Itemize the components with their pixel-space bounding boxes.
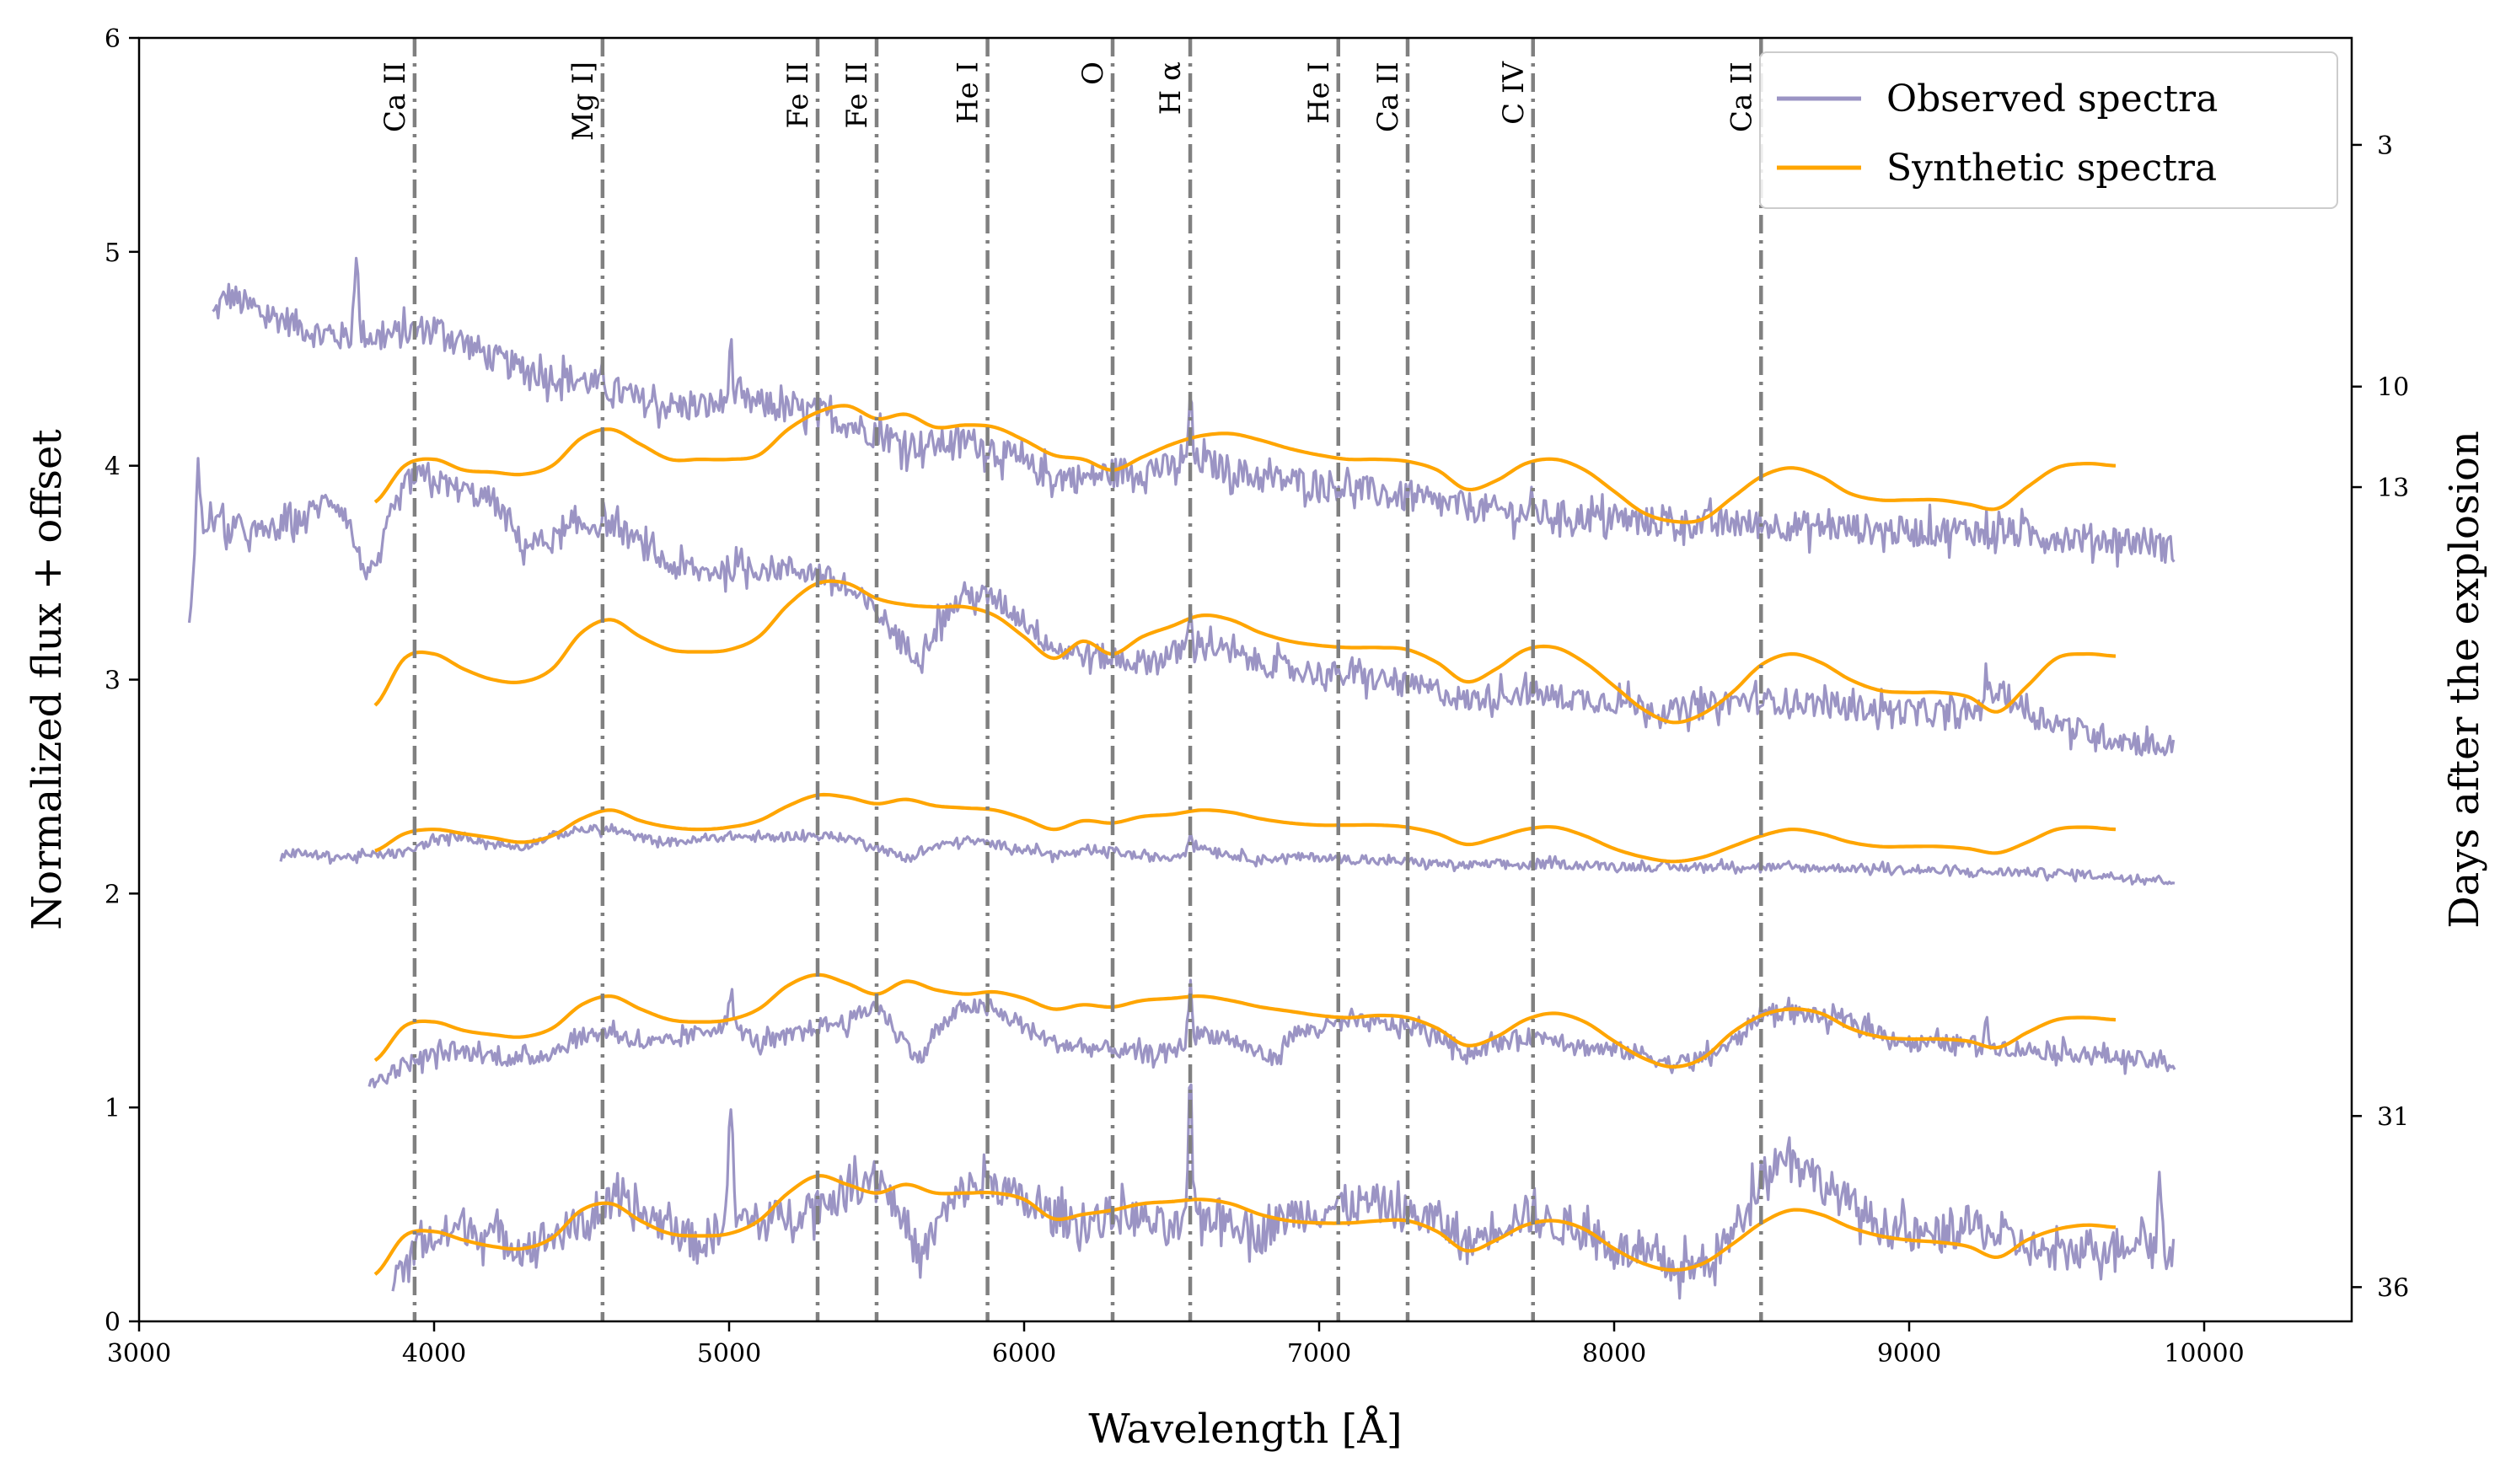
right-tick-label-1: 10 [2377, 373, 2409, 403]
line-marker-label-10: Ca II [1725, 62, 1758, 132]
observed-spectrum-line-6 [368, 978, 2176, 1089]
x-tick-label-3: 6000 [992, 1339, 1056, 1369]
observed-spectrum-line-2 [187, 457, 2176, 757]
observed-spectrum-line-4 [279, 822, 2176, 887]
line-marker-label-9: C IV [1497, 61, 1531, 125]
synthetic-spectrum-line-3 [373, 579, 2117, 725]
spectra-layer [187, 256, 2176, 1300]
synthetic-spectrum-line-7 [373, 972, 2117, 1069]
x-tick-label-4: 7000 [1287, 1339, 1351, 1369]
right-tick-label-3: 31 [2377, 1102, 2409, 1132]
line-marker-label-8: Ca II [1371, 62, 1405, 132]
plot-frame [137, 36, 2353, 1323]
observed-spectrum-line-8 [391, 1083, 2176, 1300]
synthetic-spectrum-line-5 [374, 792, 2117, 864]
y-tick-label-0: 0 [105, 1308, 121, 1337]
legend-box [1759, 51, 2338, 209]
right-tick-label-2: 13 [2377, 474, 2409, 503]
line-marker-label-3: Fe II [840, 62, 874, 129]
synthetic-spectrum-line-9 [373, 1174, 2117, 1276]
legend: Observed spectra Synthetic spectra [1759, 51, 2338, 209]
right-axis-title: Days after the explosion [2441, 431, 2488, 929]
right-tick-label-0: 3 [2377, 131, 2393, 161]
line-marker-label-1: Mg I] [566, 62, 600, 141]
x-tick-label-5: 8000 [1582, 1339, 1646, 1369]
y-tick-label-2: 2 [105, 880, 121, 909]
legend-label-synthetic: Synthetic spectra [1886, 147, 2217, 190]
observed-spectrum-line-0 [212, 256, 2176, 568]
x-tick-label-7: 10000 [2164, 1339, 2244, 1369]
legend-label-observed: Observed spectra [1886, 78, 2218, 121]
x-tick-label-0: 3000 [107, 1339, 171, 1369]
tick-layer: 3000 4000 5000 6000 7000 8000 9000 10000 0 1 2 3 4 5 6… [105, 24, 2409, 1369]
x-tick-label-1: 4000 [402, 1339, 466, 1369]
synthetic-spectrum-line-1 [373, 404, 2117, 524]
y-tick-label-3: 3 [105, 667, 121, 696]
line-marker-label-7: He I [1302, 62, 1336, 124]
line-marker-label-0: Ca II [378, 62, 412, 132]
axes-layer [137, 36, 2353, 1323]
line-marker-label-6: H α [1154, 62, 1188, 115]
x-axis-title: Wavelength [Å] [1088, 1405, 1402, 1453]
y-tick-label-6: 6 [105, 24, 121, 54]
line-marker-label-2: Fe II [781, 62, 815, 129]
y-tick-label-4: 4 [105, 453, 121, 482]
y-tick-label-1: 1 [105, 1094, 121, 1123]
y-tick-label-5: 5 [105, 238, 121, 268]
line-marker-label-4: He I [952, 62, 985, 124]
line-marker-label-5: O [1076, 62, 1110, 85]
y-axis-title: Normalized flux + offset [24, 429, 71, 930]
right-tick-label-4: 36 [2377, 1273, 2409, 1303]
x-tick-label-2: 5000 [697, 1339, 761, 1369]
x-tick-label-6: 9000 [1877, 1339, 1941, 1369]
line-marker-layer: Ca II Mg I] Fe II Fe II He I O H α He I Ca II C I… [378, 38, 1763, 1321]
